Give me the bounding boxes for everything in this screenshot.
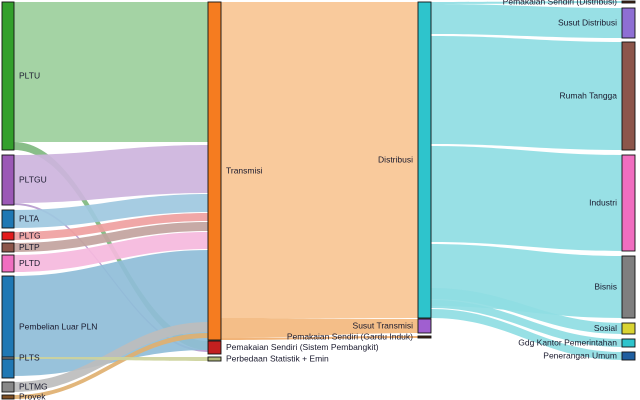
sankey-node-label-proyek: Proyek: [19, 391, 46, 400]
sankey-link[interactable]: [221, 336, 418, 340]
sankey-node-label-beli: Pembelian Luar PLN: [19, 321, 97, 331]
sankey-node-label-plta: PLTA: [19, 213, 39, 223]
sankey-node-label-susutd: Susut Distribusi: [558, 17, 617, 27]
sankey-node-label-industri: Industri: [589, 197, 617, 207]
sankey-node-psp[interactable]: [207, 340, 222, 355]
sankey-node-label-psp: Pemakaian Sendiri (Sistem Pembangkit): [226, 342, 379, 352]
sankey-node-pltp[interactable]: [1, 242, 15, 253]
sankey-node-label-psgi: Pemakaian Sendiri (Gardu Induk): [287, 331, 413, 341]
sankey-node-distribusi[interactable]: [417, 1, 432, 319]
sankey-node-label-pltp: PLTP: [19, 242, 40, 252]
sankey-link[interactable]: [14, 232, 208, 272]
sankey-link[interactable]: [221, 2, 418, 318]
sankey-node-transmisi[interactable]: [207, 1, 222, 341]
sankey-node-pltgu[interactable]: [1, 154, 15, 206]
sankey-link[interactable]: [14, 357, 208, 361]
sankey-node-label-transmisi: Transmisi: [226, 165, 263, 175]
sankey-node-penerangan[interactable]: [621, 351, 636, 361]
sankey-link[interactable]: [221, 318, 418, 338]
sankey-node-label-pltg: PLTG: [19, 230, 41, 240]
sankey-node-psd[interactable]: [621, 0, 636, 4]
sankey-node-proyek[interactable]: [1, 394, 15, 400]
sankey-node-susutd[interactable]: [621, 7, 636, 39]
sankey-node-label-gedung: Gdg Kantor Pemerintahan: [518, 337, 617, 347]
sankey-node-label-pltd: PLTD: [19, 258, 40, 268]
sankey-node-label-bisnis: Bisnis: [594, 281, 617, 291]
sankey-node-label-penerangan: Penerangan Umum: [543, 350, 617, 360]
sankey-link[interactable]: [431, 288, 622, 334]
sankey-node-label-distribusi: Distribusi: [378, 154, 413, 164]
sankey-node-label-pltgu: PLTGU: [19, 174, 47, 184]
sankey-link[interactable]: [14, 2, 208, 142]
sankey-node-psgi[interactable]: [417, 335, 432, 339]
sankey-link[interactable]: [14, 213, 208, 240]
sankey-node-plts[interactable]: [1, 356, 15, 360]
sankey-labels-layer: PLTU PLTGU PLTA PLTG PLTP PLTD Pembelian Luar …: [19, 0, 617, 400]
sankey-node-label-psd: Pemakaian Sendiri (Distribusi): [503, 0, 617, 6]
sankey-node-label-sosial: Sosial: [594, 323, 617, 333]
sankey-node-gedung[interactable]: [621, 338, 636, 348]
sankey-links-layer: [14, 1, 622, 399]
sankey-node-label-beda: Perbedaan Statistik + Emin: [226, 353, 329, 363]
sankey-link[interactable]: [14, 145, 208, 203]
sankey-node-pltu[interactable]: [1, 1, 15, 151]
sankey-node-label-susutt: Susut Transmisi: [353, 320, 414, 330]
sankey-link[interactable]: [431, 1, 622, 4]
sankey-link[interactable]: [14, 194, 208, 228]
sankey-node-beli[interactable]: [1, 275, 15, 379]
sankey-link[interactable]: [431, 309, 622, 360]
sankey-node-pltmg[interactable]: [1, 381, 15, 393]
sankey-node-pltg[interactable]: [1, 231, 15, 241]
sankey-node-pltd[interactable]: [1, 254, 15, 273]
sankey-node-rumah[interactable]: [621, 41, 636, 151]
sankey-node-label-rumah: Rumah Tangga: [560, 90, 618, 100]
sankey-node-bisnis[interactable]: [621, 255, 636, 319]
sankey-link[interactable]: [431, 4, 622, 38]
sankey-node-plta[interactable]: [1, 209, 15, 229]
sankey-link[interactable]: [431, 146, 622, 251]
sankey-link[interactable]: [431, 36, 622, 150]
sankey-link[interactable]: [431, 300, 622, 347]
sankey-link[interactable]: [14, 222, 208, 252]
sankey-node-industri[interactable]: [621, 154, 636, 252]
sankey-node-label-pltmg: PLTMG: [19, 381, 48, 391]
sankey-node-susutt[interactable]: [417, 318, 432, 334]
sankey-link[interactable]: [14, 333, 208, 399]
sankey-node-label-pltu: PLTU: [19, 70, 40, 80]
sankey-node-sosial[interactable]: [621, 322, 636, 335]
sankey-node-label-plts: PLTS: [19, 352, 40, 362]
sankey-node-beda[interactable]: [207, 356, 222, 362]
